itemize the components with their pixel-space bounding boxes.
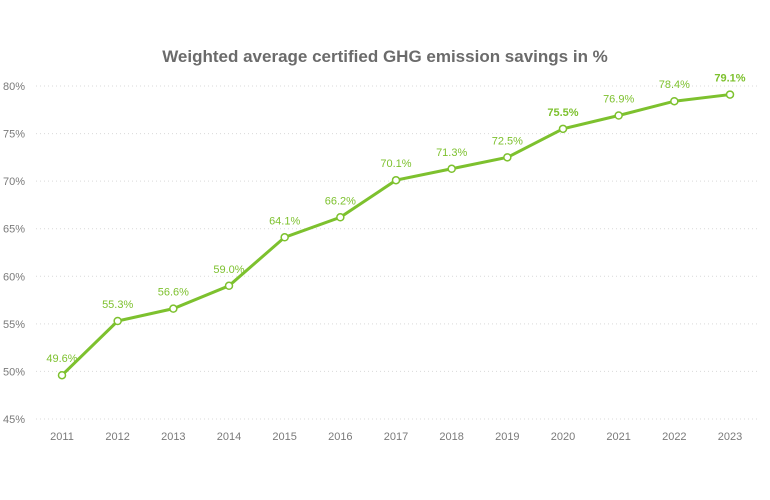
data-label: 56.6% bbox=[158, 287, 189, 299]
data-label: 59.0% bbox=[213, 264, 244, 276]
data-point bbox=[503, 153, 512, 162]
y-tick-label: 55% bbox=[3, 319, 25, 331]
x-tick-label: 2017 bbox=[384, 431, 408, 443]
data-label: 66.2% bbox=[325, 195, 356, 207]
y-tick-label: 75% bbox=[3, 129, 25, 141]
x-tick-label: 2022 bbox=[662, 431, 686, 443]
x-tick-label: 2021 bbox=[606, 431, 630, 443]
data-label: 76.9% bbox=[603, 93, 634, 105]
data-point bbox=[725, 90, 735, 99]
data-point bbox=[670, 96, 679, 106]
x-tick-label: 2013 bbox=[161, 431, 185, 443]
data-point bbox=[224, 281, 234, 291]
y-tick-label: 65% bbox=[3, 224, 25, 236]
data-point bbox=[113, 316, 122, 326]
data-label: 79.1% bbox=[714, 73, 745, 85]
data-point bbox=[558, 124, 568, 134]
x-tick-label: 2020 bbox=[551, 431, 575, 443]
x-tick-label: 2014 bbox=[217, 431, 241, 443]
chart-title: Weighted average certified GHG emission … bbox=[162, 47, 608, 66]
data-label: 71.3% bbox=[436, 147, 467, 159]
data-label: 78.4% bbox=[659, 79, 690, 91]
x-tick-label: 2018 bbox=[439, 431, 463, 443]
y-tick-label: 80% bbox=[3, 81, 25, 93]
data-point bbox=[614, 111, 623, 120]
data-point bbox=[280, 233, 289, 242]
data-point bbox=[391, 175, 401, 185]
data-label: 55.3% bbox=[102, 299, 133, 311]
data-label: 72.5% bbox=[492, 135, 523, 147]
data-point bbox=[57, 370, 67, 380]
y-tick-label: 45% bbox=[3, 414, 25, 426]
x-tick-label: 2011 bbox=[50, 431, 74, 443]
data-point bbox=[169, 304, 178, 313]
series-line bbox=[60, 93, 731, 377]
data-label: 70.1% bbox=[380, 158, 411, 170]
x-tick-label: 2019 bbox=[495, 431, 519, 443]
x-tick-label: 2016 bbox=[328, 431, 352, 443]
data-label: 75.5% bbox=[547, 107, 578, 119]
y-tick-label: 70% bbox=[3, 176, 25, 188]
x-tick-label: 2012 bbox=[105, 431, 129, 443]
x-tick-label: 2023 bbox=[718, 431, 742, 443]
data-label: 49.6% bbox=[46, 353, 77, 365]
data-point bbox=[336, 213, 345, 222]
y-tick-label: 60% bbox=[3, 271, 25, 283]
x-tick-label: 2015 bbox=[272, 431, 296, 443]
y-tick-label: 50% bbox=[3, 366, 25, 378]
data-label: 64.1% bbox=[269, 215, 300, 227]
data-point bbox=[447, 164, 456, 174]
